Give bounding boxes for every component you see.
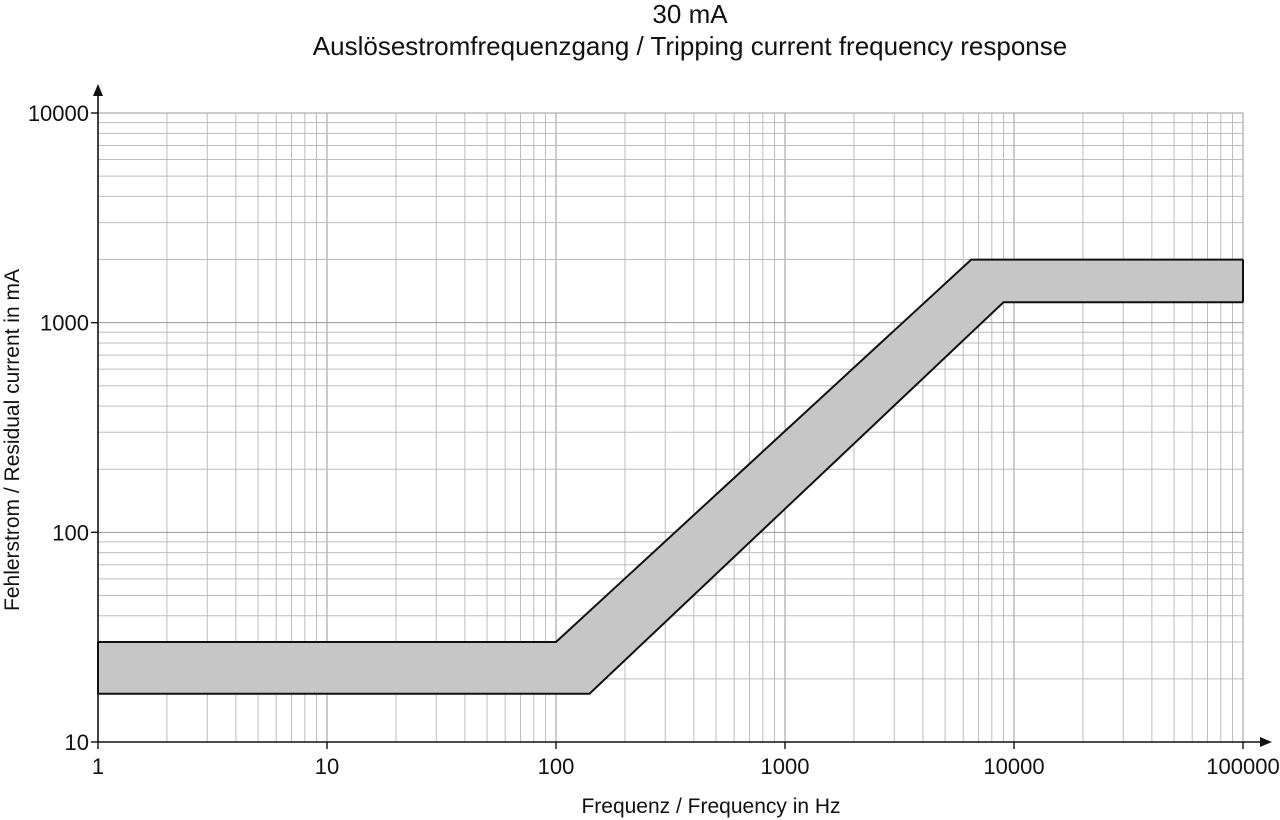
y-tick-label: 10: [65, 730, 89, 755]
x-tick-labels: 1 10 100 1000 10000 100000: [92, 754, 1280, 779]
x-axis-label: Frequenz / Frequency in Hz: [581, 795, 840, 818]
y-axis-arrow: [93, 84, 103, 96]
x-axis-arrow: [1260, 737, 1272, 747]
y-tick-label: 100: [52, 520, 89, 545]
x-tick-label: 1000: [761, 754, 810, 779]
y-tick-label: 1000: [40, 311, 89, 336]
chart-title: 30 mA: [652, 0, 728, 29]
y-tick-label: 10000: [28, 101, 89, 126]
axes: [91, 84, 1272, 749]
x-tick-label: 100: [538, 754, 575, 779]
chart-subtitle: Auslösestromfrequenzgang / Tripping curr…: [313, 31, 1067, 61]
x-tick-label: 100000: [1206, 754, 1279, 779]
x-tick-label: 10: [315, 754, 339, 779]
upper-limit-line: [98, 258, 1243, 643]
y-axis-label: Fehlerstrom / Residual current in mA: [1, 269, 24, 611]
tripping-current-band: [98, 259, 1243, 694]
y-tick-labels: 10 100 1000 10000: [28, 101, 89, 755]
x-tick-label: 1: [92, 754, 104, 779]
lower-limit-line: [98, 301, 1243, 695]
x-tick-label: 10000: [983, 754, 1044, 779]
